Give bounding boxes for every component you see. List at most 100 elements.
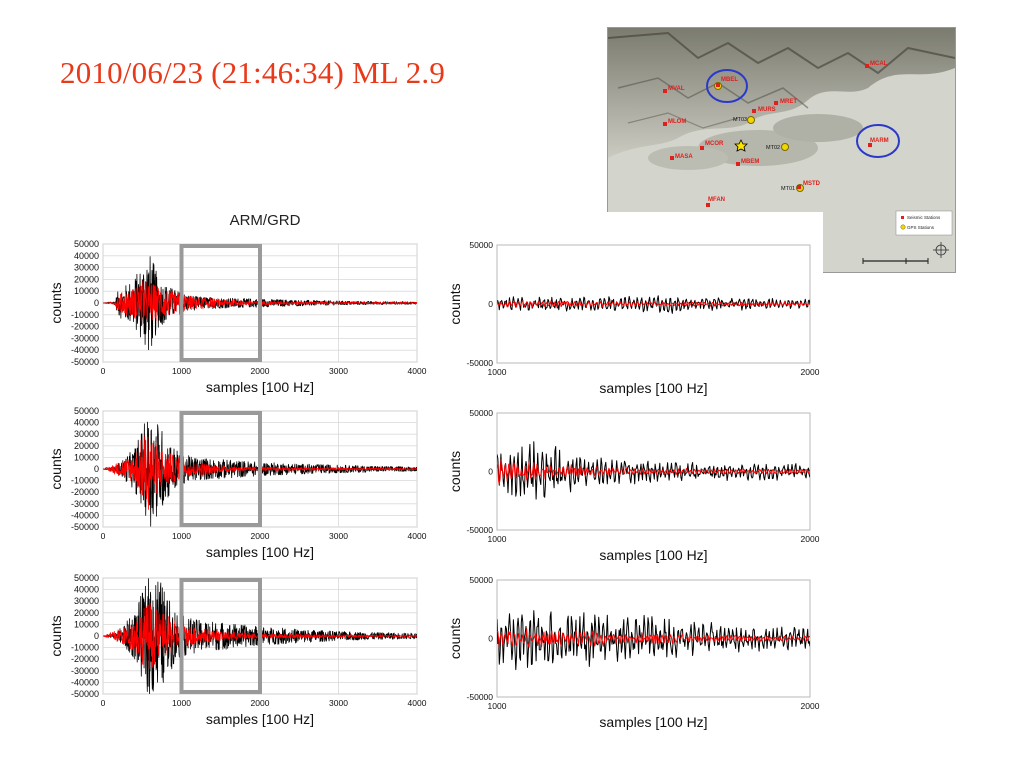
y-tick-label: -20000	[71, 654, 99, 664]
gps-station-icon	[781, 143, 789, 151]
relief-hill	[773, 114, 863, 142]
y-tick-label: 0	[488, 299, 493, 309]
x-axis-title: samples [100 Hz]	[206, 544, 314, 560]
station-label: MVAL	[668, 86, 685, 92]
y-tick-label: 0	[94, 298, 99, 308]
x-axis-title: samples [100 Hz]	[206, 711, 314, 727]
x-axis-title: samples [100 Hz]	[206, 379, 314, 395]
y-tick-label: -30000	[71, 499, 99, 509]
station-label: MBEL	[721, 77, 738, 83]
highlight-circle-marm	[856, 124, 900, 158]
gps-station-icon	[747, 116, 755, 124]
x-axis-title: samples [100 Hz]	[599, 380, 707, 396]
panel-title: ARM/GRD	[229, 212, 301, 229]
seismic-station-marker: MBEL	[716, 77, 738, 87]
y-tick-label: 30000	[74, 596, 99, 606]
ridge-line	[608, 31, 955, 75]
y-tick-label: -10000	[71, 643, 99, 653]
y-tick-label: 50000	[74, 239, 99, 249]
station-label: MRET	[780, 99, 797, 105]
station-label: MT01	[781, 186, 795, 192]
station-label: MARM	[870, 138, 889, 144]
y-tick-label: 50000	[469, 408, 493, 418]
series-line-red	[497, 459, 810, 485]
y-axis-title: counts	[447, 451, 463, 492]
seismic-station-marker: MVAL	[663, 86, 685, 93]
compass-icon	[933, 242, 949, 258]
x-axis-title: samples [100 Hz]	[599, 547, 707, 563]
seismic-station-marker: MBEM	[736, 159, 759, 166]
x-tick-label: 3000	[329, 698, 348, 708]
x-tick-label: 2000	[251, 366, 270, 376]
station-label: MSTD	[803, 181, 821, 187]
y-axis-title: counts	[48, 615, 64, 656]
y-tick-label: 40000	[74, 251, 99, 261]
y-tick-label: 40000	[74, 418, 99, 428]
x-tick-label: 0	[101, 531, 106, 541]
highlight-window-box	[179, 578, 262, 694]
seismic-station-marker: MRET	[774, 99, 797, 105]
y-tick-label: 0	[94, 631, 99, 641]
station-label: MT03	[733, 117, 747, 123]
station-map: MBEL MVAL MLOM MURS MRET MT03 MCOR MASA …	[607, 27, 956, 273]
scale-bar	[862, 258, 929, 264]
y-tick-label: -30000	[71, 333, 99, 343]
station-label: MASA	[675, 154, 693, 160]
station-label: MBEM	[741, 159, 759, 165]
y-tick-label: -10000	[71, 310, 99, 320]
seismic-station-marker: MCOR	[700, 141, 724, 150]
ridge-line-3	[627, 112, 739, 129]
y-tick-label: -30000	[71, 666, 99, 676]
y-tick-label: 10000	[74, 286, 99, 296]
series-line-red	[497, 628, 810, 649]
y-tick-label: -20000	[71, 487, 99, 497]
x-tick-label: 2000	[801, 701, 820, 711]
relief-mountains	[608, 28, 955, 158]
seismic-station-marker: MFAN	[706, 197, 725, 207]
y-tick-label: 0	[488, 634, 493, 644]
y-tick-label: -50000	[71, 357, 99, 367]
y-tick-label: -40000	[71, 510, 99, 520]
series-group	[497, 441, 810, 500]
highlight-window-box	[179, 244, 262, 362]
y-tick-label: 0	[488, 467, 493, 477]
y-tick-label: 50000	[469, 575, 493, 585]
y-tick-label: 10000	[74, 619, 99, 629]
x-axis-title: samples [100 Hz]	[599, 714, 707, 730]
seismic-station-marker: MLOM	[663, 119, 686, 126]
highlight-window-box	[179, 411, 262, 527]
slide-title: 2010/06/23 (21:46:34) ML 2.9	[60, 55, 446, 90]
station-label: MURS	[758, 107, 776, 113]
y-tick-label: 20000	[74, 441, 99, 451]
x-tick-label: 1000	[488, 701, 507, 711]
y-tick-label: 50000	[74, 406, 99, 416]
x-tick-label: 0	[101, 698, 106, 708]
seismic-station-marker: MARM	[868, 138, 889, 147]
seismic-station-marker: MASA	[670, 154, 693, 160]
relief-hill	[648, 146, 728, 170]
y-tick-label: 30000	[74, 263, 99, 273]
x-tick-label: 1000	[488, 534, 507, 544]
seismic-station-marker: MCAL	[865, 61, 888, 68]
y-tick-label: 50000	[469, 240, 493, 250]
chart-panel-left-2: 50000400003000020000100000-10000-20000-3…	[48, 406, 427, 560]
legend-gps: GPS Stations	[907, 225, 935, 230]
y-tick-label: -50000	[71, 522, 99, 532]
y-tick-label: -10000	[71, 476, 99, 486]
x-tick-label: 4000	[408, 366, 427, 376]
chart-panel-left-3: 50000400003000020000100000-10000-20000-3…	[48, 573, 427, 727]
y-axis-title: counts	[447, 618, 463, 659]
series-group	[497, 295, 810, 314]
y-tick-label: 0	[94, 464, 99, 474]
y-axis-title: counts	[447, 283, 463, 324]
legend-seismic: Seismic Stations	[907, 215, 941, 220]
x-tick-label: 2000	[801, 367, 820, 377]
y-tick-label: 10000	[74, 452, 99, 462]
series-line-black	[497, 441, 810, 500]
y-tick-label: -50000	[467, 692, 494, 702]
x-tick-label: 1000	[172, 531, 191, 541]
x-tick-label: 0	[101, 366, 106, 376]
